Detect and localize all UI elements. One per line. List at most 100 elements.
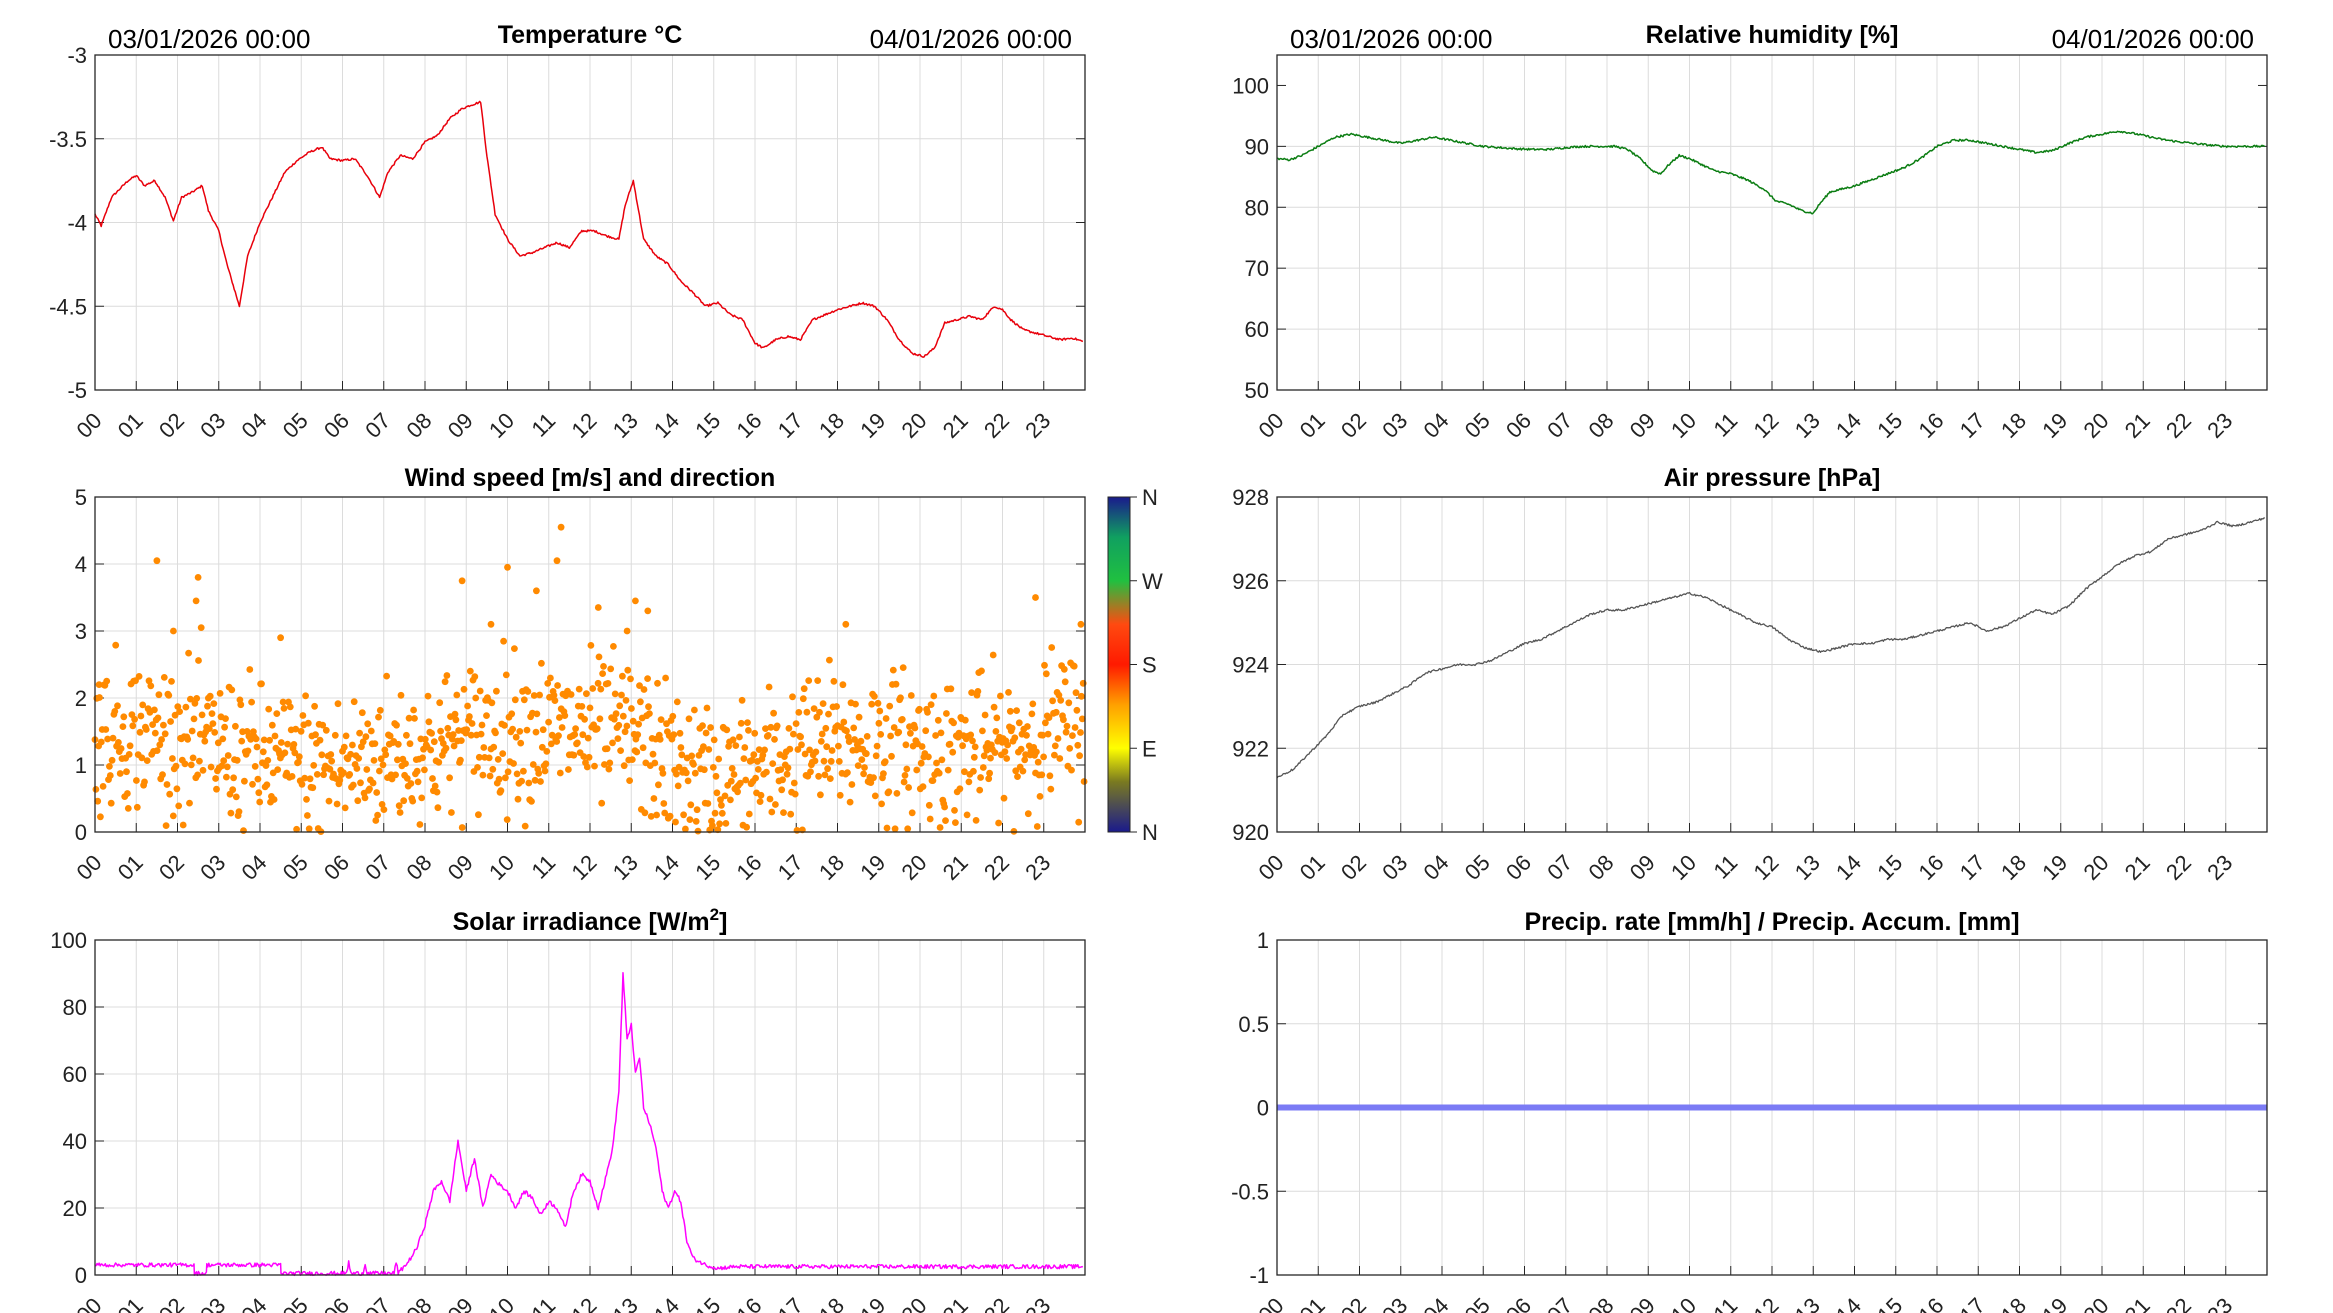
wind-point [738,696,746,704]
wind-point [553,557,561,565]
wind-point [138,754,146,762]
wind-point [1062,728,1070,736]
wind-point [766,795,774,803]
wind-point [980,752,988,760]
wind-point [96,694,103,701]
wind-point [448,809,455,816]
wind-point [119,723,127,730]
wind-point [502,671,510,679]
wind-point [366,785,373,793]
solar-ytick-label: 60 [63,1062,87,1087]
wind-ytick-label: 1 [75,753,87,778]
wind-point [857,737,865,745]
wind-point [1041,661,1048,669]
wind-point [1033,748,1040,756]
wind-axes [94,496,1086,833]
wind-point [961,716,969,724]
wind-point [624,666,632,674]
wind-point [410,706,417,714]
wind-point [789,693,796,701]
wind-point [1038,771,1046,779]
wind-point [270,796,278,803]
solar-ytick-label: 20 [63,1196,87,1221]
wind-point [656,736,664,743]
wind-point [109,734,117,742]
wind-point [936,824,944,831]
wind-point [824,765,831,773]
wind-point [1063,722,1071,730]
wind-point [244,747,252,755]
wind-point [893,790,901,797]
wind-point [532,728,540,736]
wind-point [333,800,341,808]
wind-point [141,778,148,786]
wind-point [165,692,173,699]
wind-point [331,731,339,739]
wind-point [805,677,813,684]
wind-point [478,721,486,729]
wind-point [925,801,933,809]
wind-point [842,620,850,628]
wind-point [383,672,390,680]
wind-point [734,788,741,796]
wind-point [826,775,834,782]
wind-point [979,764,987,771]
wind-point [430,738,438,746]
wind-point [427,746,435,754]
wind-point [358,709,366,717]
wind-point [598,799,606,807]
wind-point [669,712,677,720]
wind-point [123,768,130,776]
wind-point [641,809,649,817]
wind-point [769,760,777,767]
wind-point [887,732,894,740]
wind-point [395,802,403,810]
wind-point [353,765,361,772]
wind-ytick-label: 3 [75,619,87,644]
wind-point [632,597,639,605]
wind-point [971,743,979,751]
wind-point [151,706,158,714]
wind-point [623,722,631,730]
wind-point [670,731,678,739]
wind-point [751,729,759,737]
wind-point [468,720,476,727]
wind-point [503,816,511,823]
wind-point [790,730,797,738]
wind-point [280,705,288,712]
wind-point [1032,594,1039,601]
wind-point [525,779,533,787]
wind-point [1003,755,1011,762]
wind-point [169,755,176,762]
wind-point [674,782,682,790]
wind-point [475,753,483,761]
wind-point [556,769,564,777]
wind-point [394,756,401,764]
wind-point [932,732,939,739]
wind-point [757,791,765,799]
wind-point [460,685,468,693]
wind-point [941,803,948,811]
wind-point [1011,734,1019,742]
wind-point [702,729,710,737]
wind-point [221,723,229,731]
wind-point [817,738,825,745]
wind-point [574,739,581,747]
wind-point [651,759,659,767]
wind-point [161,730,169,738]
wind-point [1057,696,1065,704]
wind-point [584,734,592,742]
wind-point [194,574,202,581]
wind-point [274,766,282,773]
wind-point [1069,732,1076,739]
wind-point [646,710,653,717]
wind-point [935,769,943,777]
wind-point [1001,748,1009,756]
wind-point [309,784,317,792]
temperature-ytick-label: -4.5 [49,294,87,319]
wind-point [464,702,471,710]
wind-point [201,737,209,745]
pressure-axes [1276,496,2268,833]
wind-point [421,766,428,774]
wind-point [673,698,681,706]
